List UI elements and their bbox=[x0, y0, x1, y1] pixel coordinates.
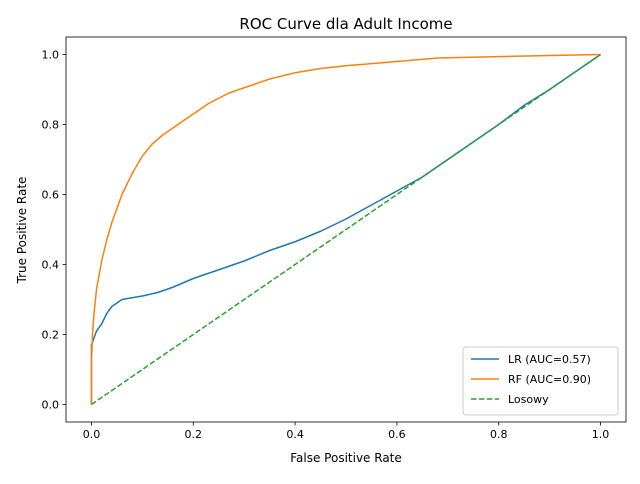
x-tick-label-5: 1.0 bbox=[592, 428, 610, 441]
legend: LR (AUC=0.57) RF (AUC=0.90) Losowy bbox=[462, 346, 619, 416]
chart-title: ROC Curve dla Adult Income bbox=[239, 15, 452, 33]
legend-label-2: Losowy bbox=[508, 393, 549, 406]
y-tick-label-5: 1.0 bbox=[42, 49, 60, 62]
y-tick-label-2: 0.4 bbox=[42, 259, 60, 272]
series-line-2 bbox=[91, 53, 601, 406]
plot-area: 0.0 0.2 0.4 0.6 0.8 1.0 0.0 0.2 0.4 0.6 0.8 1.0 bbox=[42, 36, 627, 441]
x-tick-label-3: 0.6 bbox=[388, 428, 406, 441]
legend-label-1: RF (AUC=0.90) bbox=[508, 373, 591, 386]
y-tick-label-4: 0.8 bbox=[42, 119, 60, 132]
y-tick-label-1: 0.2 bbox=[42, 329, 60, 342]
legend-label-0: LR (AUC=0.57) bbox=[508, 353, 591, 366]
x-tick-label-4: 0.8 bbox=[490, 428, 508, 441]
y-tick-label-3: 0.6 bbox=[42, 189, 60, 202]
series-line-1 bbox=[90, 53, 601, 405]
y-axis-label: True Positive Rate bbox=[15, 177, 29, 285]
x-tick-label-2: 0.4 bbox=[286, 428, 304, 441]
x-tick-label-1: 0.2 bbox=[185, 428, 203, 441]
x-axis-label: False Positive Rate bbox=[290, 451, 402, 465]
y-tick-label-0: 0.0 bbox=[42, 399, 60, 412]
axes-frame bbox=[65, 36, 627, 423]
legend-box bbox=[462, 346, 619, 416]
x-tick-label-0: 0.0 bbox=[83, 428, 101, 441]
